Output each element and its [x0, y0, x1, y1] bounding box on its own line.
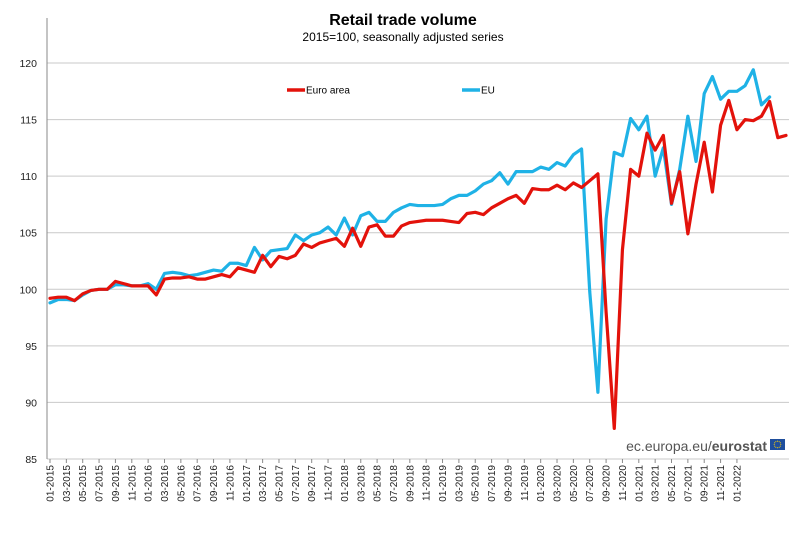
x-tick-label: 09-2019 [503, 465, 514, 502]
x-tick-label: 03-2016 [160, 465, 171, 502]
x-tick-label: 05-2016 [176, 465, 187, 502]
y-tick-label: 115 [20, 115, 37, 127]
flag-star [773, 443, 775, 446]
flag-star [780, 443, 782, 446]
x-tick-label: 01-2015 [46, 465, 57, 502]
flag-star [775, 441, 777, 443]
x-tick-label: 07-2017 [291, 465, 302, 502]
x-tick-label: 01-2019 [438, 465, 449, 502]
flag-star [775, 446, 777, 448]
x-axis: 01-2015 03-2015 05-2015 07-2015 09-2015 11-20… [46, 459, 743, 502]
x-tick-label: 03-2015 [62, 465, 73, 502]
x-tick-label: 11-2021 [716, 465, 727, 501]
flag-star [776, 447, 779, 449]
y-tick-label: 95 [25, 341, 37, 353]
x-tick-label: 11-2016 [225, 465, 236, 501]
legend-label-eu: EU [481, 86, 495, 97]
flag-star [774, 445, 776, 447]
x-tick-label: 07-2020 [585, 465, 596, 502]
series-layer [48, 68, 788, 431]
flag-star [779, 442, 781, 444]
x-tick-label: 07-2019 [487, 465, 498, 502]
x-tick-label: 09-2021 [700, 465, 711, 502]
y-axis: 85 90 95 100 105 110 115 120 [19, 18, 48, 466]
x-tick-label: 03-2019 [454, 465, 465, 502]
x-tick-label: 01-2017 [242, 465, 253, 502]
legend-label-euro-area: Euro area [306, 86, 350, 97]
source-prefix: ec.europa.eu/ [626, 438, 712, 454]
y-tick-label: 110 [20, 171, 37, 183]
x-tick-label: 01-2016 [144, 465, 155, 502]
source-credit: ec.europa.eu/eurostat [626, 438, 785, 454]
x-tick-label: 05-2021 [667, 465, 678, 502]
x-tick-label: 01-2021 [634, 465, 645, 502]
eu-flag-icon [770, 439, 785, 450]
flag-star [778, 446, 780, 448]
x-tick-label: 05-2015 [78, 465, 89, 502]
gridlines [47, 62, 789, 460]
flag-star [779, 445, 781, 447]
x-tick-label: 05-2018 [373, 465, 384, 502]
y-tick-label: 100 [19, 284, 37, 296]
x-tick-label: 09-2016 [209, 465, 220, 502]
series-line-euro-area [48, 98, 788, 431]
y-tick-label: 120 [19, 58, 37, 70]
x-tick-label: 09-2018 [405, 465, 416, 502]
x-tick-label: 11-2018 [422, 465, 433, 501]
x-tick-label: 07-2018 [389, 465, 400, 502]
x-tick-label: 11-2015 [127, 465, 138, 501]
legend: Euro area EU [287, 86, 495, 97]
x-tick-label: 03-2017 [258, 465, 269, 502]
x-tick-label: 03-2021 [651, 465, 662, 502]
x-tick-label: 07-2021 [683, 465, 694, 502]
chart-title: Retail trade volume [329, 12, 477, 29]
x-tick-label: 07-2016 [193, 465, 204, 502]
flag-star [774, 442, 776, 444]
source-brand: eurostat [712, 438, 768, 454]
x-tick-label: 01-2022 [732, 465, 743, 502]
flag-star [776, 440, 779, 442]
x-tick-label: 11-2020 [618, 465, 629, 501]
x-tick-label: 11-2019 [520, 465, 531, 501]
x-tick-label: 07-2015 [95, 465, 106, 502]
x-tick-label: 03-2018 [356, 465, 367, 502]
x-tick-label: 01-2020 [536, 465, 547, 502]
svg-text:ec.europa.eu/eurostat: ec.europa.eu/eurostat [626, 438, 767, 454]
x-tick-label: 11-2017 [324, 465, 335, 501]
x-tick-label: 05-2020 [569, 465, 580, 502]
series-line-eu [48, 68, 772, 394]
x-tick-label: 05-2017 [274, 465, 285, 502]
x-tick-label: 09-2015 [111, 465, 122, 502]
y-tick-label: 85 [25, 454, 37, 466]
chart-subtitle: 2015=100, seasonally adjusted series [302, 30, 503, 44]
x-tick-label: 01-2018 [340, 465, 351, 502]
y-tick-label: 90 [25, 397, 37, 409]
y-tick-label: 105 [19, 228, 37, 240]
x-tick-label: 09-2020 [602, 465, 613, 502]
x-tick-label: 09-2017 [307, 465, 318, 502]
x-tick-label: 05-2019 [471, 465, 482, 502]
x-tick-label: 03-2020 [553, 465, 564, 502]
flag-star [778, 441, 780, 443]
